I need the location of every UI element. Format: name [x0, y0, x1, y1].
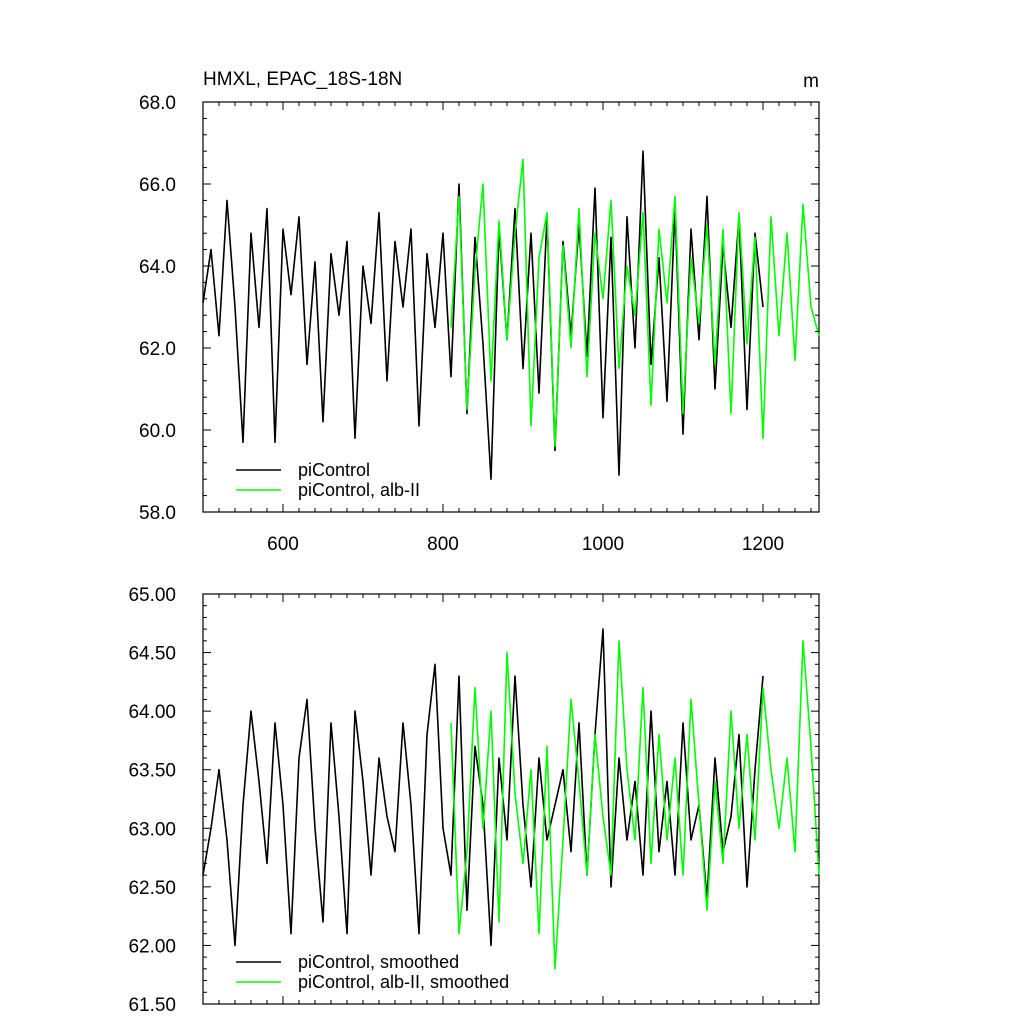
tick-labels: 61.50 62.00 62.50 63.00 63.50 64.00 64.50 65.00: [128, 585, 176, 1016]
series-line-alb-ii: [450, 158, 820, 448]
x-tick-label: 600: [267, 534, 299, 555]
series-line-alb-ii: [450, 640, 820, 970]
y-tick-label: 64.0: [139, 257, 176, 278]
bottom-chart: 61.50 62.00 62.50 63.00 63.50 64.00 64.50 65.00…: [128, 585, 820, 1016]
y-tick-label: 65.00: [128, 585, 176, 606]
y-tick-label: 64.00: [128, 702, 176, 723]
y-tick-label: 62.00: [128, 936, 176, 957]
ticks-layer: [202, 101, 819, 513]
x-tick-label: 800: [427, 534, 459, 555]
y-tick-label: 61.50: [128, 995, 176, 1016]
y-tick-label: 62.50: [128, 878, 176, 899]
top-chart: HMXL, EPAC_18S-18N m 58.0 60.0 62.0 64.0 66.…: [139, 69, 820, 555]
y-tick-label: 63.50: [128, 761, 176, 782]
series-layer: [202, 628, 820, 970]
legend-label: piControl, alb-II: [298, 480, 420, 500]
series-layer: [202, 150, 820, 481]
legend-label: piControl, alb-II, smoothed: [298, 972, 509, 992]
x-tick-label: 1200: [742, 534, 784, 555]
x-tick-label: 1000: [582, 534, 624, 555]
y-tick-label: 66.0: [139, 175, 176, 196]
y-tick-label: 63.00: [128, 819, 176, 840]
y-tick-label: 60.0: [139, 421, 176, 442]
ticks-layer: [202, 593, 819, 1005]
series-line-picontrol: [202, 150, 764, 481]
legend-label: piControl, smoothed: [298, 952, 459, 972]
chart-title: HMXL, EPAC_18S-18N: [203, 69, 402, 90]
legend-label: piControl: [298, 460, 370, 480]
units-label: m: [803, 71, 819, 92]
y-tick-label: 62.0: [139, 339, 176, 360]
y-tick-label: 58.0: [139, 503, 176, 524]
series-line-picontrol: [202, 628, 764, 947]
y-tick-label: 68.0: [139, 93, 176, 114]
y-tick-label: 64.50: [128, 644, 176, 665]
tick-labels: 58.0 60.0 62.0 64.0 66.0 68.0 600 800 1000 1200: [139, 93, 784, 555]
plot-frame: [202, 101, 820, 513]
plot-frame: [202, 593, 820, 1005]
